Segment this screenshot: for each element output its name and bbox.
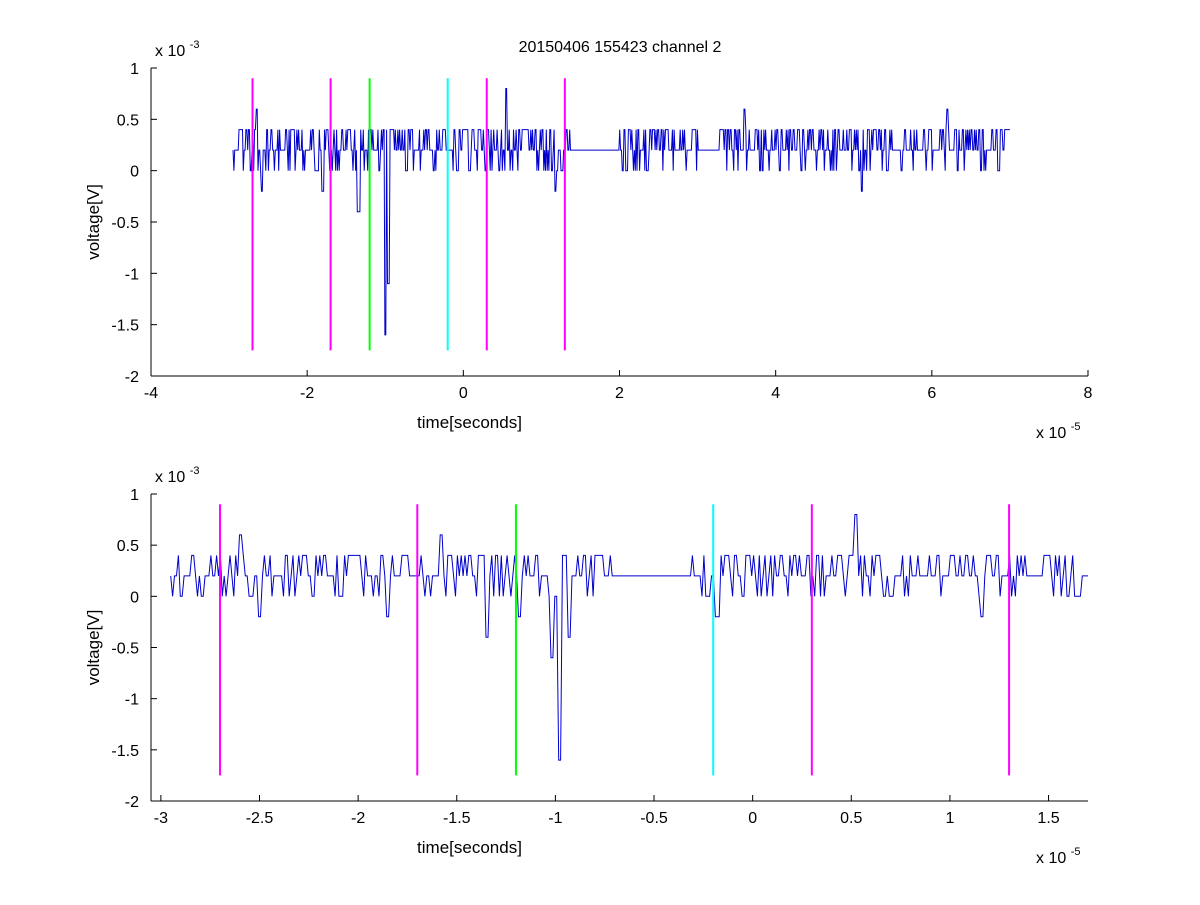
x-exponent-power: -5 xyxy=(1071,846,1081,858)
x-tick-label: 6 xyxy=(927,385,936,402)
x-tick-label: -1.5 xyxy=(443,810,471,827)
x-tick-label: 0.5 xyxy=(840,810,862,827)
x-exponent: x 10 -5 xyxy=(1036,846,1080,867)
y-tick-label: -1.5 xyxy=(111,743,139,760)
x-exponent-power: -5 xyxy=(1071,421,1081,433)
x-tick-label: -2 xyxy=(351,810,365,827)
y-axis-label: voltage[V] xyxy=(84,184,103,260)
y-exponent: x 10 -3 xyxy=(155,39,199,60)
y-tick-label: -2 xyxy=(125,369,139,386)
y-axis-label: voltage[V] xyxy=(84,610,103,686)
top-chart: -4 -2 0 2 4 6 8 -2 -1.5 -1 -0.5 0 0.5 1 time[seconds] v… xyxy=(84,39,1093,442)
y-tick-label: 0.5 xyxy=(117,538,139,555)
y-tick-label: -2 xyxy=(125,794,139,811)
x-tick-label: -0.5 xyxy=(640,810,668,827)
y-exponent-power: -3 xyxy=(190,39,200,51)
y-tick-label: -1.5 xyxy=(111,318,139,335)
figure-title: 20150406 155423 channel 2 xyxy=(519,39,722,56)
x-tick-label: 4 xyxy=(771,385,780,402)
x-tick-label: 2 xyxy=(615,385,624,402)
y-tick-label: 1 xyxy=(130,487,139,504)
y-exponent-power: -3 xyxy=(190,465,200,477)
y-tick-label: 1 xyxy=(130,61,139,78)
bottom-chart: -3 -2.5 -2 -1.5 -1 -0.5 0 0.5 1 1.5 -2 -1.5 -1 -0.5 0 0… xyxy=(84,465,1088,867)
x-tick-label: -3 xyxy=(154,810,168,827)
x-tick-label: 1 xyxy=(945,810,954,827)
y-tick-label: 0 xyxy=(130,164,139,181)
x-exponent: x 10 -5 xyxy=(1036,421,1080,442)
y-tick-label: -1 xyxy=(125,692,139,709)
y-exponent: x 10 -3 xyxy=(155,465,199,486)
x-tick-label: -4 xyxy=(144,385,158,402)
y-tick-label: -1 xyxy=(125,266,139,283)
y-tick-label: -0.5 xyxy=(111,215,139,232)
y-tick-label: -0.5 xyxy=(111,641,139,658)
y-tick-label: 0 xyxy=(130,589,139,606)
signal-trace xyxy=(170,514,1088,761)
x-tick-label: -2 xyxy=(300,385,314,402)
x-tick-label: -2.5 xyxy=(246,810,274,827)
y-tick-label: 0.5 xyxy=(117,112,139,129)
x-tick-label: 8 xyxy=(1084,385,1093,402)
x-tick-label: -1 xyxy=(548,810,562,827)
signal-trace xyxy=(232,88,1010,336)
x-tick-label: 0 xyxy=(748,810,757,827)
x-axis-label: time[seconds] xyxy=(417,838,522,857)
x-tick-label: 1.5 xyxy=(1037,810,1059,827)
x-tick-label: 0 xyxy=(459,385,468,402)
x-axis-label: time[seconds] xyxy=(417,413,522,432)
